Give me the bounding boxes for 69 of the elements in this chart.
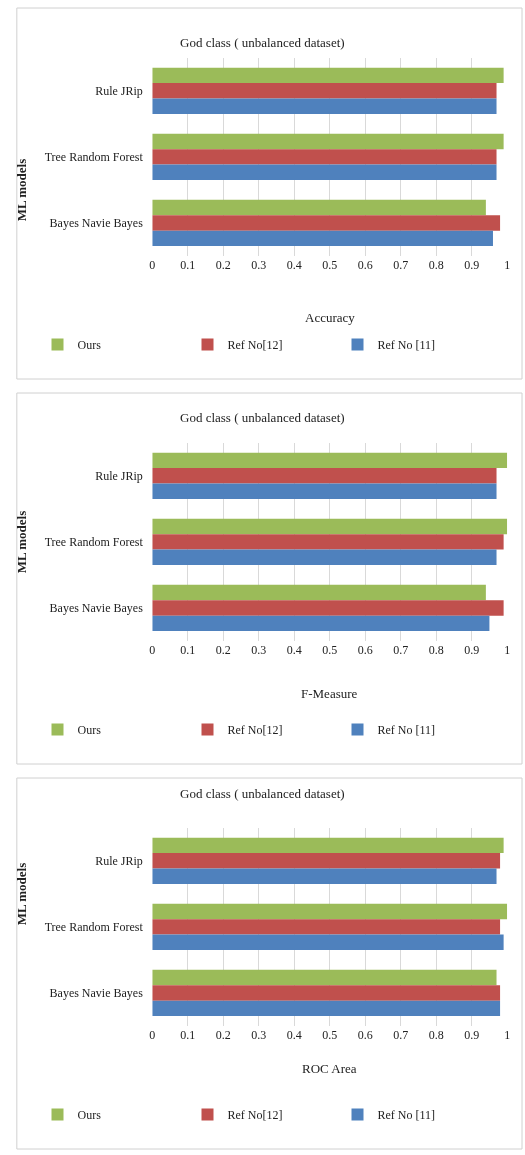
bar: [152, 985, 501, 1001]
x-tick-label: 0.5: [322, 258, 338, 273]
y-tick-label: Bayes Navie Bayes: [49, 986, 144, 1001]
x-tick-label: 0.2: [215, 258, 231, 273]
y-axis-title: ML models: [14, 510, 30, 574]
x-axis-title: ROC Area: [302, 1061, 357, 1076]
y-axis-title: ML models: [14, 158, 30, 222]
y-tick-label: Tree Random Forest: [44, 920, 144, 935]
x-axis-title: F-Measure: [301, 686, 358, 701]
x-tick-label: 0.9: [464, 643, 480, 658]
legend-label: Ours: [77, 1108, 102, 1123]
x-tick-label: 0.8: [428, 258, 444, 273]
legend-label: Ref No[12]: [227, 1108, 283, 1123]
bar: [152, 1000, 501, 1017]
x-tick-label: 0.2: [215, 1028, 231, 1043]
x-tick-label: 0.4: [286, 1028, 302, 1043]
legend-label: Ref No [11]: [377, 1108, 436, 1123]
y-axis-title: ML models: [14, 862, 30, 926]
x-tick-label: 0.6: [357, 258, 373, 273]
x-tick-label: 0.6: [357, 1028, 373, 1043]
legend-label: Ref No [11]: [377, 723, 436, 738]
x-tick-label: 0.9: [464, 258, 480, 273]
x-tick-label: 0: [149, 643, 156, 658]
legend-label: Ref No[12]: [227, 723, 283, 738]
bar: [152, 903, 508, 920]
bar: [152, 853, 501, 869]
x-tick-label: 0.7: [393, 643, 409, 658]
x-tick-label: 0.8: [428, 1028, 444, 1043]
x-axis-title: Accuracy: [305, 310, 356, 325]
y-tick-label: Rule JRip: [95, 854, 143, 868]
bar: [152, 969, 497, 986]
chart-title: God class ( unbalanced dataset): [180, 410, 345, 425]
y-tick-label: Tree Random Forest: [44, 535, 144, 550]
x-tick-label: 0.1: [180, 1028, 196, 1043]
x-tick-label: 0.8: [428, 643, 444, 658]
y-tick-label: Rule JRip: [95, 469, 143, 483]
x-tick-label: 0: [149, 1028, 156, 1043]
x-tick-label: 0.3: [251, 643, 267, 658]
x-tick-label: 1: [504, 1028, 511, 1043]
x-tick-label: 0.3: [251, 258, 267, 273]
x-tick-label: 0.5: [322, 1028, 338, 1043]
y-tick-label: Tree Random Forest: [44, 150, 144, 165]
y-tick-label: Bayes Navie Bayes: [49, 601, 144, 616]
chart-title: God class ( unbalanced dataset): [180, 35, 345, 50]
legend-label: Ours: [77, 338, 102, 353]
legend-label: Ref No[12]: [227, 338, 283, 353]
bar: [152, 837, 504, 854]
x-tick-label: 0.3: [251, 1028, 267, 1043]
bar: [152, 919, 501, 935]
x-tick-label: 0.9: [464, 1028, 480, 1043]
x-tick-label: 0.4: [286, 258, 302, 273]
x-tick-label: 1: [504, 643, 511, 658]
x-tick-label: 1: [504, 258, 511, 273]
x-tick-label: 0.4: [286, 643, 302, 658]
x-tick-label: 0.6: [357, 643, 373, 658]
chart-title: God class ( unbalanced dataset): [180, 786, 345, 801]
x-tick-label: 0.7: [393, 1028, 409, 1043]
bar: [152, 934, 504, 951]
legend-label: Ref No [11]: [377, 338, 436, 353]
x-tick-label: 0.2: [215, 643, 231, 658]
x-tick-label: 0.1: [180, 643, 196, 658]
bar: [152, 868, 497, 884]
x-tick-label: 0: [149, 258, 156, 273]
y-tick-label: Bayes Navie Bayes: [49, 216, 144, 231]
legend-label: Ours: [77, 723, 102, 738]
x-tick-label: 0.1: [180, 258, 196, 273]
y-tick-label: Rule JRip: [95, 84, 143, 98]
x-tick-label: 0.5: [322, 643, 338, 658]
x-tick-label: 0.7: [393, 258, 409, 273]
